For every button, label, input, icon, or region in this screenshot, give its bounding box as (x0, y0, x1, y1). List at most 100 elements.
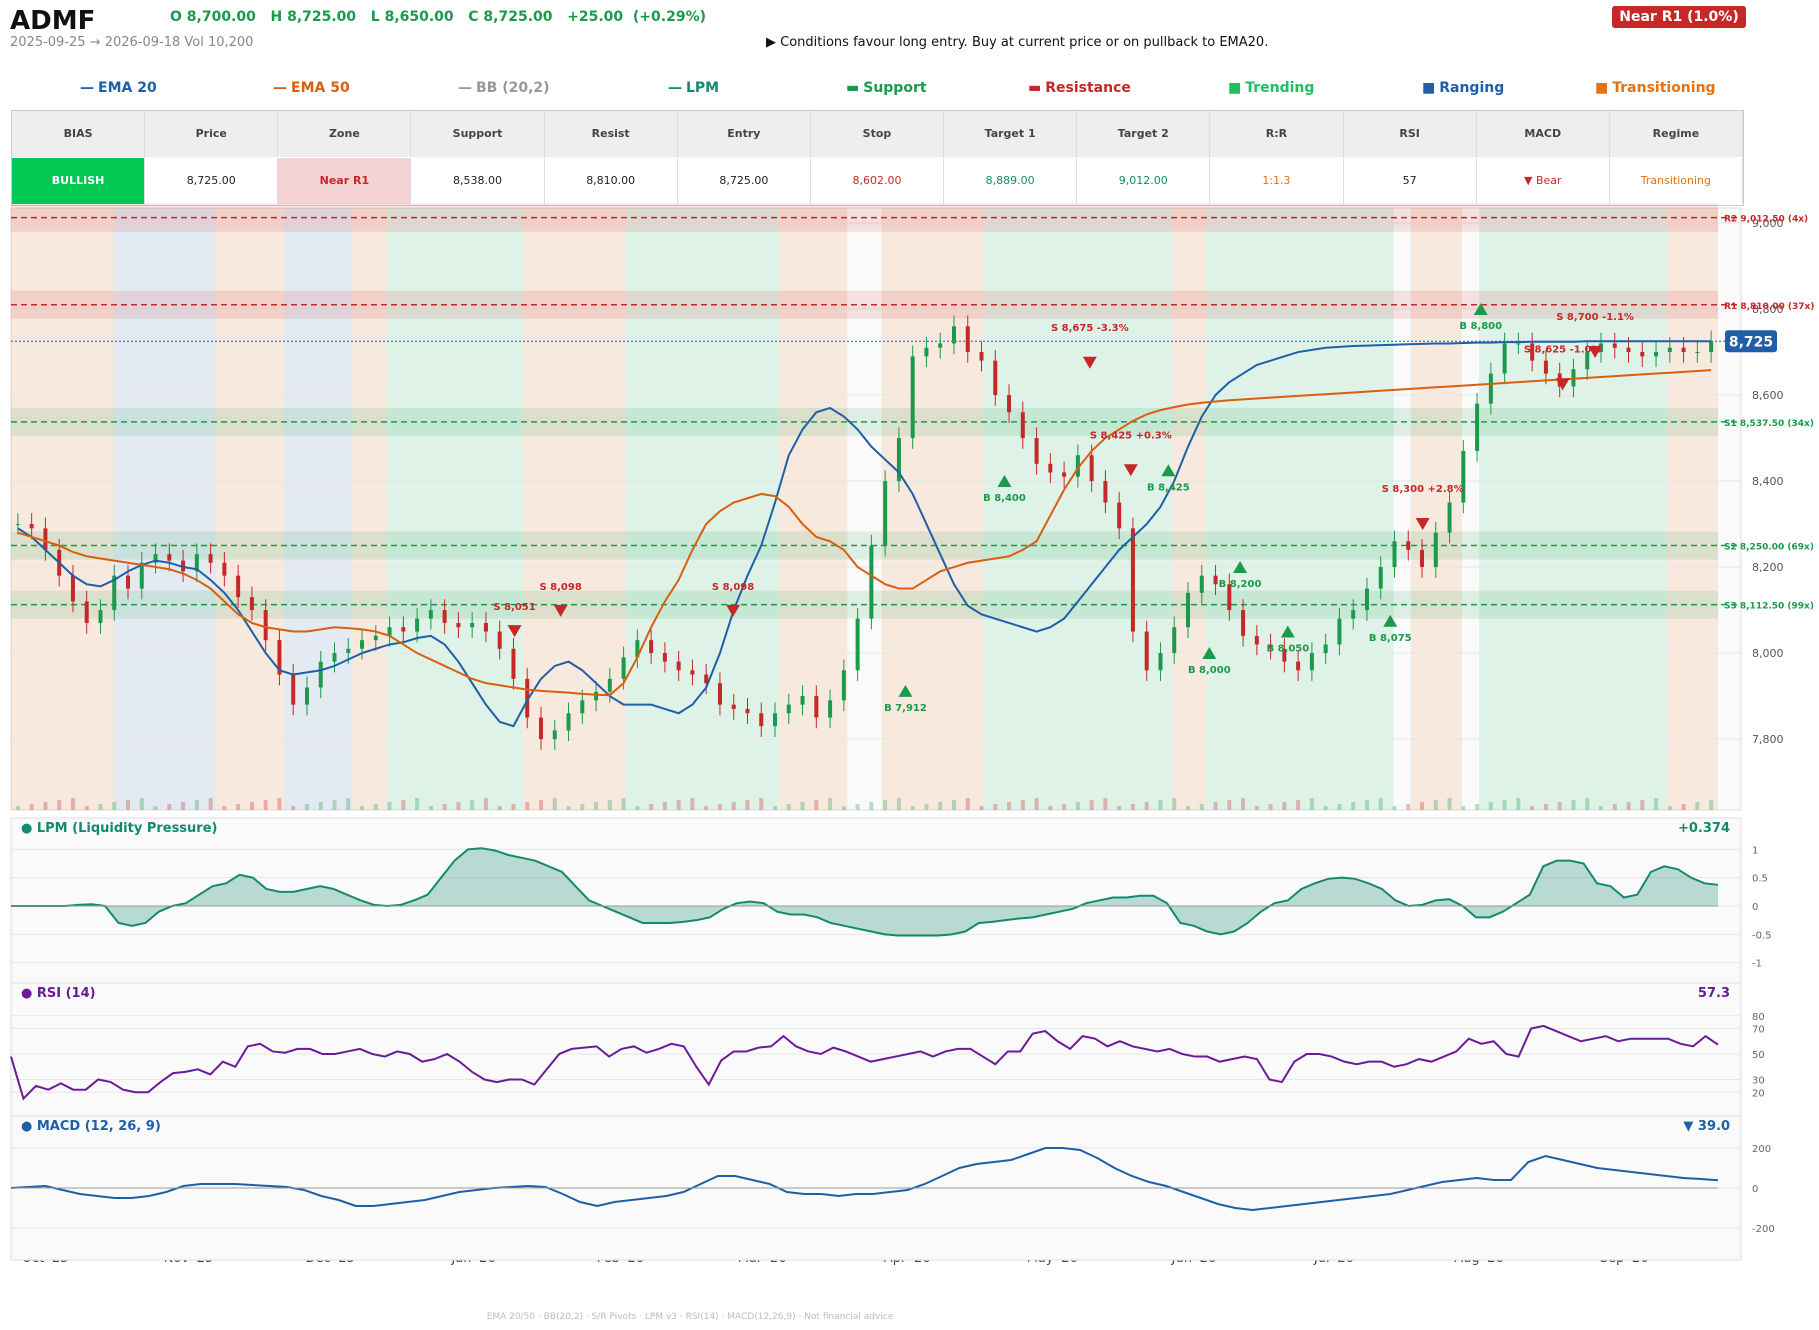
candle-body (1433, 532, 1438, 568)
candle-body (1695, 352, 1700, 354)
candle-body (979, 352, 984, 361)
volume-bar (1062, 804, 1067, 810)
candle-body (373, 635, 378, 641)
y-tick-label: 20 (1752, 1088, 1765, 1099)
area-fill (11, 848, 1718, 936)
legend-label: Ranging (1439, 80, 1505, 96)
buy-signal-marker (1202, 647, 1217, 660)
ema-line (17, 369, 1712, 697)
volume-bar (511, 804, 516, 810)
sell-signal-marker (1555, 378, 1570, 391)
legend-swatch: — (668, 80, 682, 96)
sell-signal-marker (1082, 356, 1097, 369)
volume-bar (1406, 804, 1411, 810)
legend-item: — LPM (668, 80, 719, 96)
volume-bar (1020, 800, 1025, 810)
sell-signal-marker (1123, 464, 1138, 477)
volume-bar (442, 804, 447, 810)
volume-bar (1199, 804, 1204, 810)
volume-bar (57, 800, 62, 810)
legend-item: ▬ Resistance (1028, 80, 1131, 96)
volume-bar (621, 798, 626, 810)
candle-body (786, 704, 791, 714)
regime-band (983, 208, 1172, 810)
legend-item: — EMA 50 (273, 80, 350, 96)
indicator-line (10, 1024, 1719, 1101)
candle-body (1075, 455, 1080, 477)
candle-body (896, 438, 901, 482)
volume-bar (43, 802, 48, 810)
y-tick-label: 8,200 (1752, 561, 1784, 574)
volume-bar (1296, 800, 1301, 810)
candle-body (304, 687, 309, 705)
regime-band (11, 208, 114, 810)
volume-bar (814, 800, 819, 810)
volume-bar (1254, 806, 1259, 810)
candle-body (456, 622, 461, 628)
candle-body (29, 524, 34, 529)
table-value-cell: BULLISH (12, 158, 146, 204)
volume-bar (993, 804, 998, 810)
volume-bar (759, 798, 764, 810)
candle-body (1475, 403, 1480, 451)
volume-bar (607, 800, 612, 810)
y-tick-label: -1 (1752, 959, 1762, 970)
volume-bar (208, 798, 213, 810)
legend-swatch: ▬ (1028, 80, 1042, 96)
legend-label: Resistance (1045, 80, 1131, 96)
sell-signal-marker (553, 604, 568, 617)
y-tick-label: -0.5 (1752, 930, 1772, 941)
candle-body (511, 648, 516, 679)
indicator-line (11, 847, 1719, 937)
candle-body (139, 562, 144, 589)
regime-band (1666, 208, 1718, 810)
legend-swatch: — (458, 80, 472, 96)
volume-bar (745, 800, 750, 810)
volume-bar (855, 804, 860, 810)
volume-bar (1048, 806, 1053, 810)
candle-body (731, 704, 736, 709)
volume-bar (1323, 806, 1328, 810)
regime-band (881, 208, 984, 810)
candle-body (1709, 341, 1714, 353)
volume-bar (1103, 798, 1108, 810)
volume-bar (1516, 798, 1521, 810)
candle-body (1020, 412, 1025, 439)
candle-body (1351, 610, 1356, 619)
ticker-symbol: ADMF (10, 6, 96, 36)
candle-body (1062, 472, 1067, 477)
candle-body (993, 360, 998, 396)
candle-body (1172, 627, 1177, 654)
legend-swatch: — (273, 80, 287, 96)
volume-bar (938, 802, 943, 810)
legend-label: EMA 20 (98, 80, 157, 96)
volume-bar (15, 806, 20, 810)
legend-label: LPM (686, 80, 720, 96)
table-header-cell: Price (145, 111, 279, 157)
table-value-cell: 1:1.3 (1210, 158, 1344, 204)
volume-bar (649, 804, 654, 810)
candle-body (951, 326, 956, 344)
legend-label: Support (863, 80, 927, 96)
candle-body (704, 674, 709, 684)
signal-label: B 8,075 (1369, 633, 1412, 644)
candle-body (1530, 343, 1535, 361)
volume-bar (277, 798, 282, 810)
legend-swatch: ■ (1422, 80, 1436, 96)
candle-body (249, 597, 254, 611)
volume-bar (731, 802, 736, 810)
level-label: S3 8,112.50 (99x) (1724, 602, 1814, 612)
volume-bar (979, 806, 984, 810)
candle-body (525, 678, 530, 718)
volume-bar (552, 798, 557, 810)
regime-band (1205, 208, 1394, 810)
volume-bar (1351, 802, 1356, 810)
candle-body (759, 713, 764, 727)
candle-body (621, 657, 626, 679)
candle-body (236, 575, 241, 598)
candle-body (1103, 481, 1108, 503)
ohlc-readout: O 8,700.00 H 8,725.00 L 8,650.00 C 8,725… (170, 9, 706, 25)
volume-bar (1241, 798, 1246, 810)
volume-bar (1543, 804, 1548, 810)
